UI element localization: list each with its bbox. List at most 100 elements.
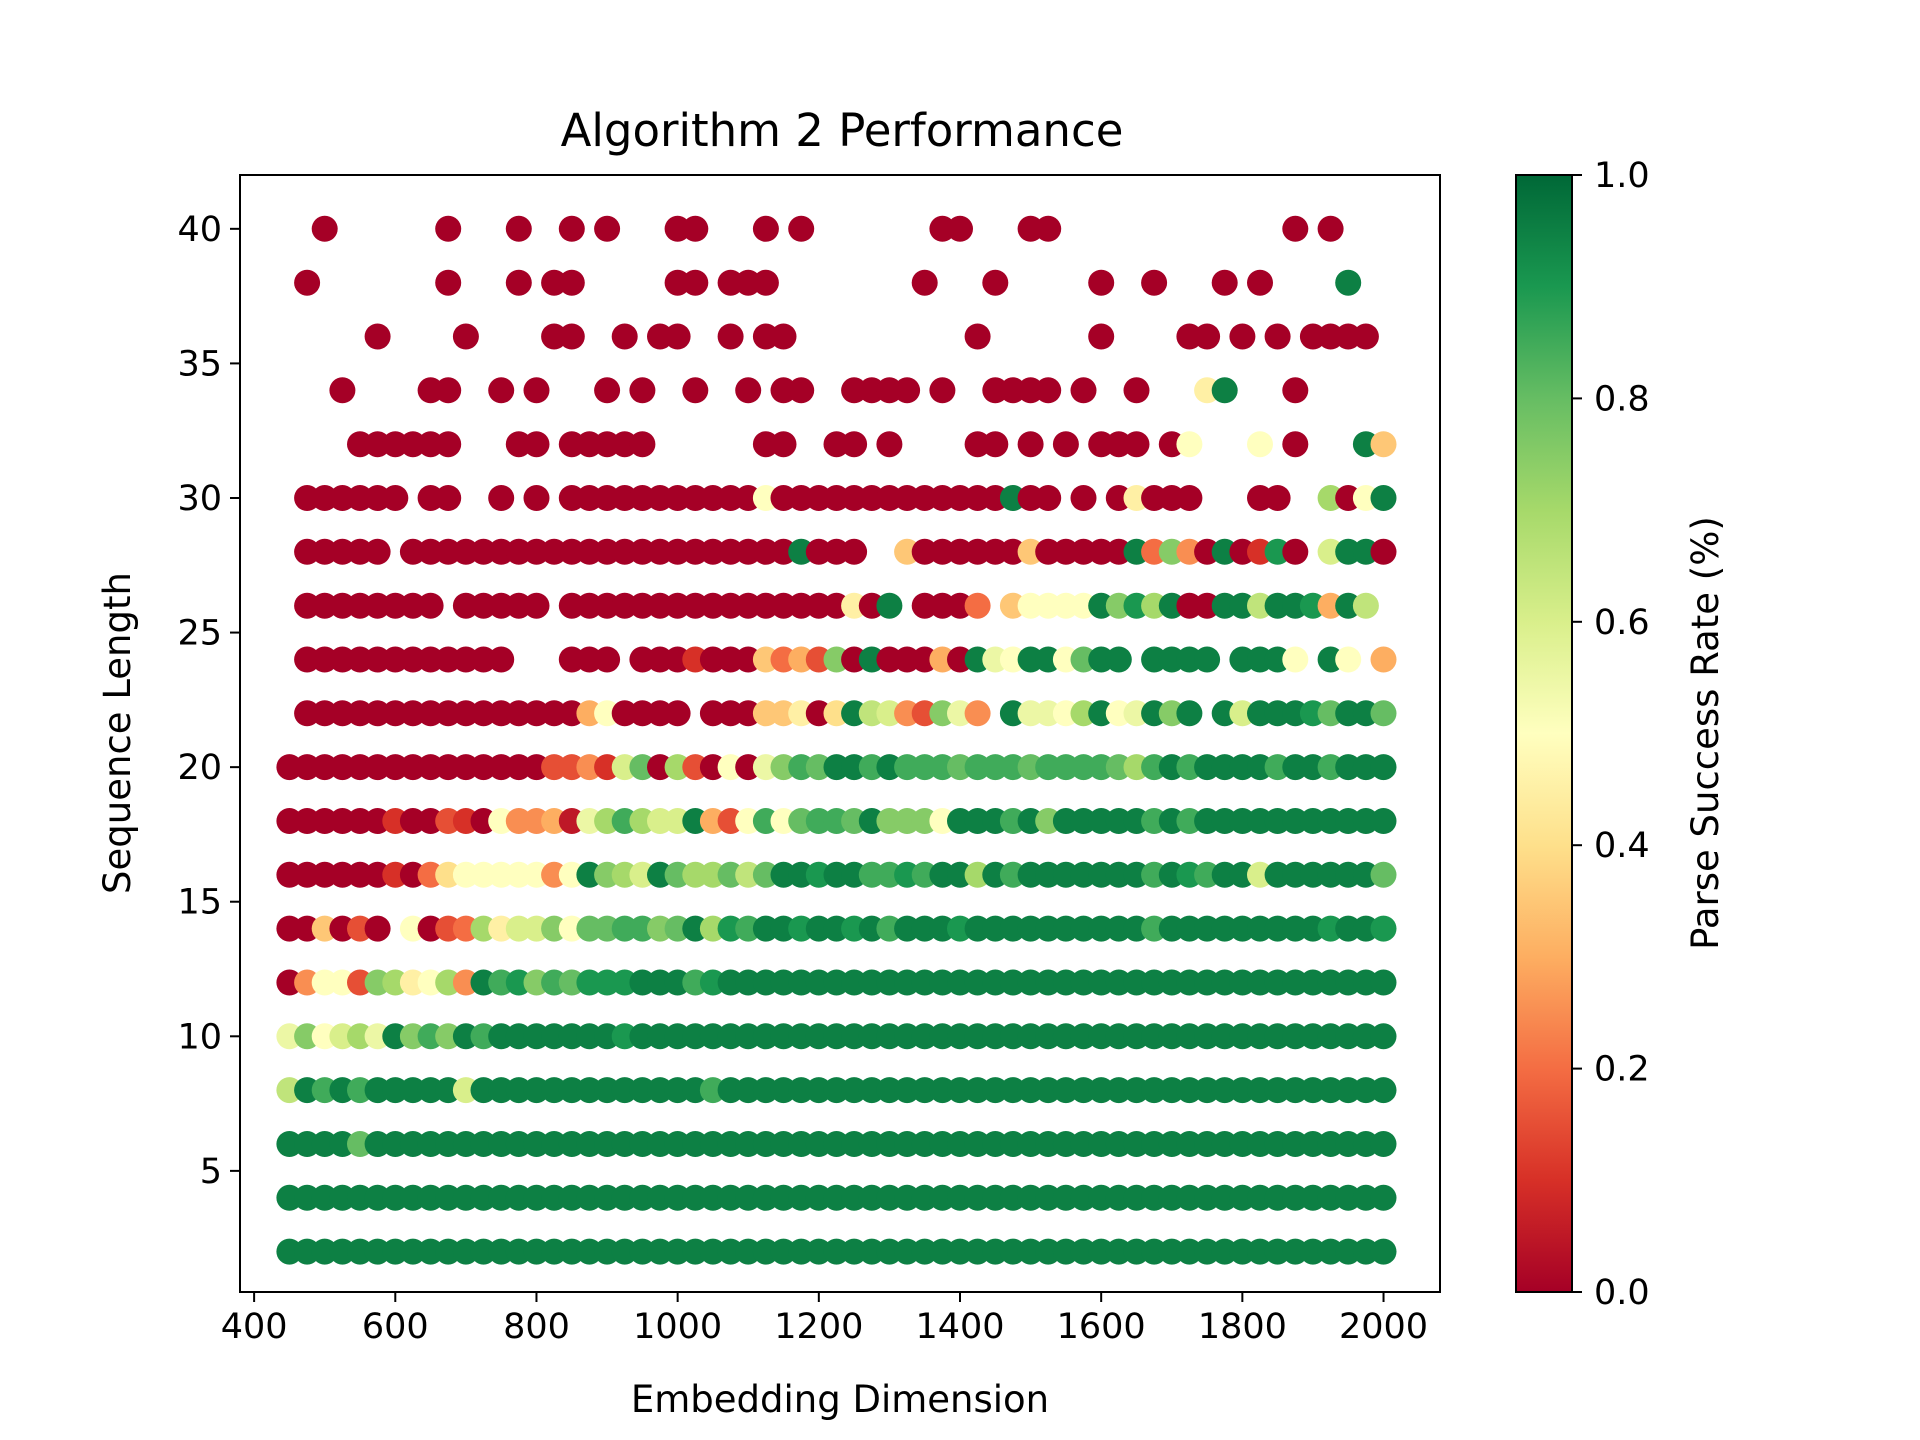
x-tick-label: 800 [503, 1307, 570, 1347]
x-tick-label: 1600 [1057, 1307, 1146, 1347]
data-point [752, 215, 779, 242]
data-point [1282, 377, 1309, 404]
data-point [1370, 861, 1397, 888]
data-point [435, 431, 462, 458]
data-point [1335, 269, 1362, 296]
data-point [717, 323, 744, 350]
data-point [1335, 646, 1362, 673]
colorbar-tick-label: 1.0 [1594, 156, 1650, 196]
x-tick-label: 1400 [915, 1307, 1004, 1347]
x-tick-label: 1000 [633, 1307, 722, 1347]
data-point [876, 592, 903, 619]
data-point [1247, 269, 1273, 296]
data-point [1370, 1131, 1397, 1157]
data-point [364, 323, 391, 350]
colorbar-tick-label: 0.8 [1594, 379, 1650, 419]
data-point [488, 485, 515, 511]
data-point [1264, 485, 1291, 511]
data-point [929, 377, 956, 404]
data-point [735, 377, 762, 404]
colorbar-ticks: 0.0 0.2 0.4 0.6 0.8 1.0 [1572, 156, 1650, 1313]
data-point [1211, 377, 1238, 404]
x-axis-ticks: 400 600 800 1000 1200 1400 1600 1800 2000 [221, 1292, 1428, 1347]
data-point [1194, 323, 1221, 350]
data-point [1070, 485, 1097, 511]
data-point [523, 592, 550, 619]
data-point [1017, 431, 1044, 458]
data-point [1194, 646, 1221, 673]
y-tick-label: 5 [200, 1152, 222, 1192]
data-point [611, 323, 638, 350]
data-point [417, 592, 444, 619]
data-point [841, 431, 868, 458]
data-point [523, 485, 550, 511]
data-points [276, 215, 1397, 1265]
data-point [752, 269, 779, 296]
data-point [594, 377, 621, 404]
data-point [1105, 646, 1132, 673]
data-point [523, 377, 550, 404]
x-axis-label: Embedding Dimension [631, 1378, 1049, 1421]
data-point [1035, 377, 1062, 404]
data-point [1370, 538, 1397, 565]
data-point [964, 700, 991, 727]
data-point [664, 700, 691, 727]
data-point [1370, 646, 1397, 673]
data-point [294, 269, 321, 296]
y-tick-label: 25 [177, 614, 222, 654]
data-point [435, 485, 462, 511]
data-point [1370, 1077, 1397, 1104]
data-point [1035, 485, 1062, 511]
data-point [964, 592, 991, 619]
data-point [1176, 700, 1203, 727]
data-point [1264, 323, 1291, 350]
x-tick-label: 1200 [774, 1307, 863, 1347]
data-point [1370, 1023, 1397, 1050]
data-point [1123, 377, 1150, 404]
data-point [1176, 431, 1203, 458]
colorbar-tick-label: 0.0 [1594, 1273, 1650, 1313]
data-point [629, 431, 656, 458]
data-point [435, 377, 462, 404]
data-point [894, 377, 921, 404]
data-point [1035, 215, 1062, 242]
x-tick-label: 600 [362, 1307, 429, 1347]
data-point [1176, 485, 1203, 511]
data-point [1282, 646, 1309, 673]
chart-title: Algorithm 2 Performance [561, 104, 1124, 157]
data-point [594, 215, 621, 242]
data-point [770, 431, 797, 458]
data-point [505, 215, 532, 242]
y-tick-label: 10 [177, 1017, 222, 1057]
data-point [523, 431, 550, 458]
y-axis-ticks: 5 10 15 20 25 30 35 40 [177, 210, 240, 1192]
x-tick-label: 2000 [1339, 1307, 1428, 1347]
data-point [435, 269, 462, 296]
data-point [505, 269, 532, 296]
data-point [1088, 323, 1115, 350]
data-point [1282, 431, 1309, 458]
colorbar [1515, 174, 1573, 1293]
data-point [841, 538, 868, 565]
data-point [1141, 269, 1168, 296]
data-point [1070, 377, 1097, 404]
data-point [1282, 215, 1309, 242]
data-point [311, 215, 338, 242]
data-point [558, 215, 585, 242]
x-tick-label: 1800 [1198, 1307, 1287, 1347]
data-point [382, 485, 409, 511]
data-point [788, 215, 815, 242]
data-point [982, 431, 1009, 458]
y-axis-label: Sequence Length [96, 572, 139, 894]
data-point [558, 269, 585, 296]
data-point [1370, 1184, 1397, 1211]
data-point [911, 269, 938, 296]
colorbar-tick-label: 0.4 [1594, 826, 1650, 866]
data-point [364, 915, 391, 942]
data-point [1352, 323, 1379, 350]
data-point [982, 269, 1009, 296]
y-tick-label: 30 [177, 479, 222, 519]
colorbar-tick-label: 0.6 [1594, 603, 1650, 643]
data-point [364, 538, 391, 565]
